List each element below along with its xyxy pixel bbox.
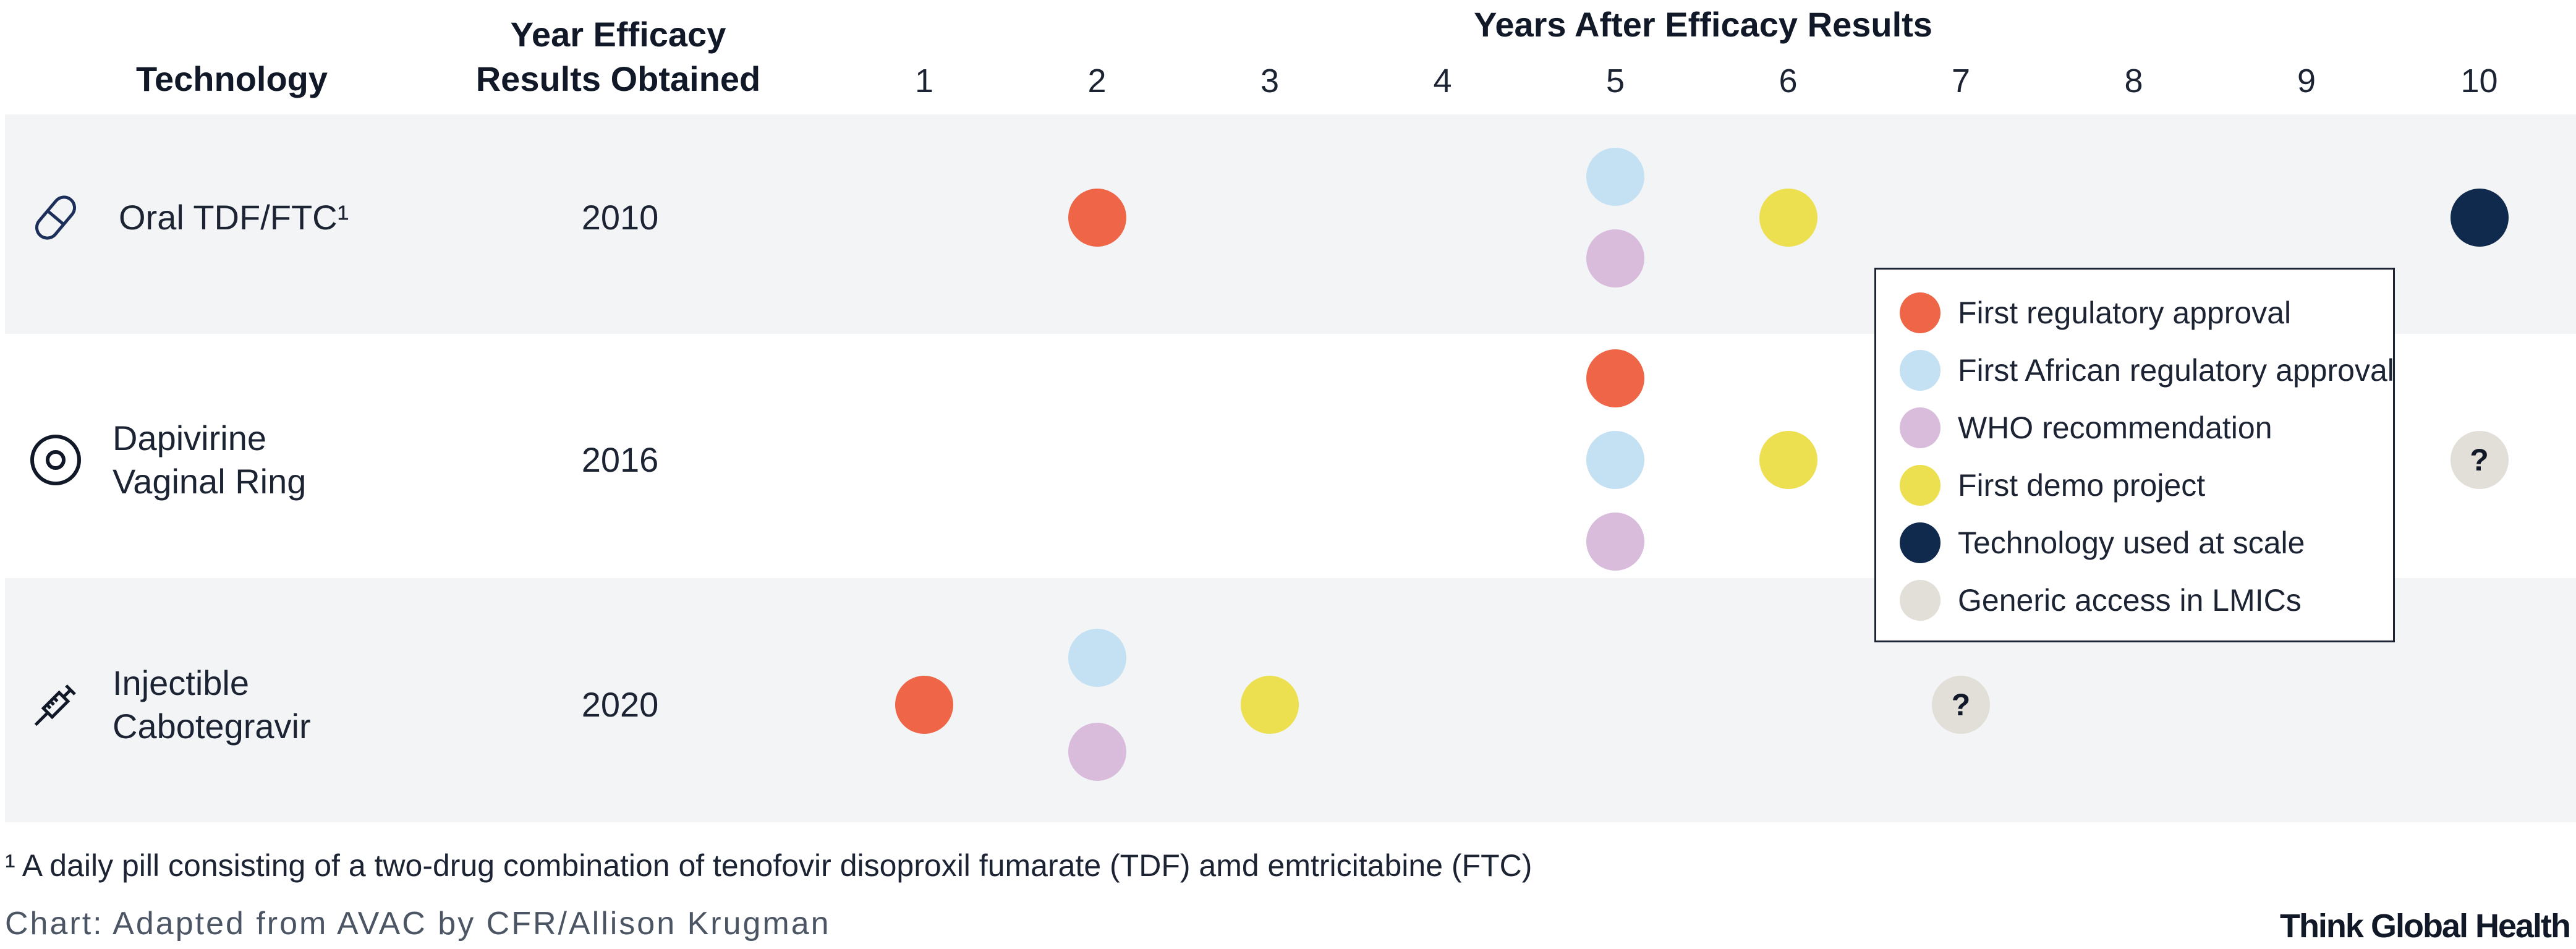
x-tick-label: 5 [1605,62,1625,100]
x-tick-label: 10 [2460,62,2498,100]
technology-label: Oral TDF/FTC¹ [119,198,349,237]
milestone-dot-first-demo-project [1759,431,1817,489]
legend-label: Technology used at scale [1958,526,2305,560]
legend-item: Technology used at scale [1900,521,2305,564]
header-year-line1: Year Efficacy [510,15,726,54]
x-tick-label: 7 [1951,62,1971,100]
x-tick-label: 3 [1260,62,1280,100]
legend-item: First demo project [1900,464,2205,507]
technology-label: Dapivirine Vaginal Ring [113,419,307,501]
efficacy-year: 2020 [581,685,659,724]
x-tick-label: 1 [914,62,934,100]
legend-swatch [1900,292,1941,333]
header-technology: Technology [135,59,328,98]
efficacy-year: 2016 [581,440,659,479]
footnote: ¹ A daily pill consisting of a two-drug … [5,848,1532,883]
milestone-dot-first-demo-project [1759,189,1817,247]
legend: First regulatory approval First African r… [1874,268,2395,642]
x-tick-label: 4 [1433,62,1452,100]
legend-label: Generic access in LMICs [1958,583,2302,618]
legend-label: WHO recommendation [1958,411,2272,445]
brand-logo: Think Global Health [2279,908,2571,945]
legend-item: WHO recommendation [1900,406,2272,449]
milestone-dot-who-recommendation [1586,513,1644,571]
ring-icon [25,429,87,494]
milestone-dot-first-african-regulatory-approval [1068,629,1126,687]
milestone-dot-first-regulatory-approval [895,676,953,734]
pill-icon [25,187,87,252]
milestone-dot-first-african-regulatory-approval [1586,431,1644,489]
efficacy-year: 2010 [581,198,659,237]
milestone-dot-who-recommendation [1068,723,1126,781]
header-year-line2: Results Obtained [475,59,761,98]
legend-item: First regulatory approval [1900,291,2291,334]
legend-swatch [1900,580,1941,621]
chart-credit: Chart: Adapted from AVAC by CFR/Allison … [5,906,831,942]
milestone-dot-first-african-regulatory-approval [1586,148,1644,206]
milestone-dot-generic-access-lmics: ? [1932,676,1990,734]
milestone-dot-first-regulatory-approval [1068,189,1126,247]
milestone-dot-first-regulatory-approval [1586,349,1644,407]
header-years-after: Years After Efficacy Results [1474,5,1932,44]
x-tick-label: 9 [2297,62,2316,100]
legend-label: First African regulatory approval [1958,353,2394,388]
legend-item: Generic access in LMICs [1900,579,2302,622]
x-tick-label: 8 [2124,62,2143,100]
milestone-dot-who-recommendation [1586,229,1644,287]
legend-label: First demo project [1958,468,2206,503]
x-tick-label: 6 [1779,62,1798,100]
legend-label: First regulatory approval [1958,296,2292,330]
legend-swatch [1900,522,1941,563]
milestone-dot-technology-used-at-scale [2450,189,2509,247]
milestone-dot-generic-access-lmics: ? [2450,431,2509,489]
technology-label: Injectible Cabotegravir [113,663,311,746]
legend-item: First African regulatory approval [1900,349,2394,392]
x-tick-label: 2 [1087,62,1107,100]
legend-swatch [1900,407,1941,448]
legend-swatch [1900,465,1941,506]
legend-swatch [1900,350,1941,391]
syringe-icon [25,674,87,739]
milestone-dot-first-demo-project [1241,676,1299,734]
